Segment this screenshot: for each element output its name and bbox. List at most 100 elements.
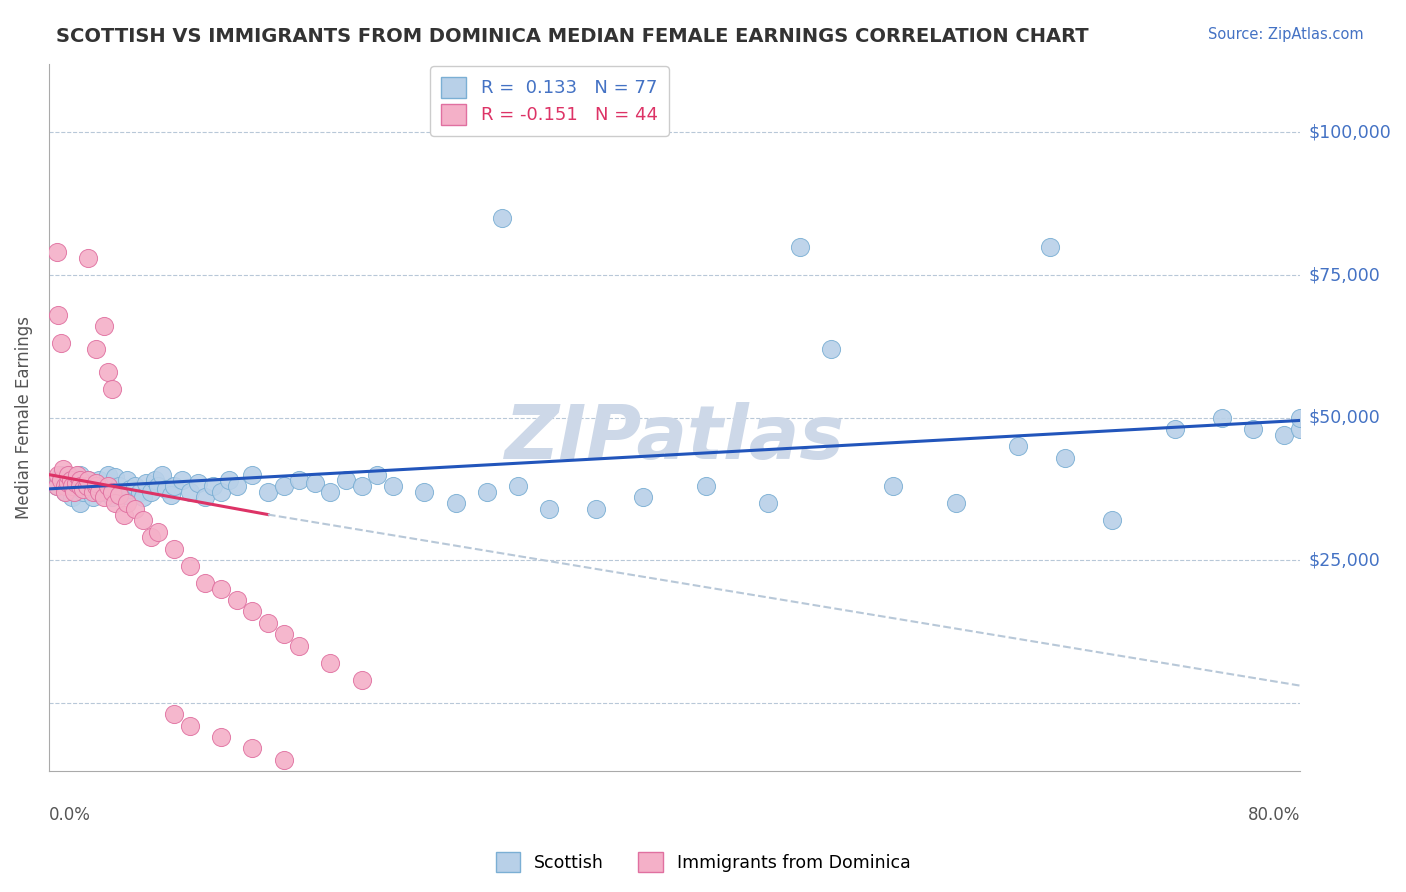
Immigrants from Dominica [69,479,91,493]
Immigrants from Dominica [45,245,67,260]
Scottish [115,473,138,487]
Scottish [179,484,201,499]
Immigrants from Dominica [93,491,115,505]
Scottish [84,476,107,491]
Immigrants from Dominica [240,605,263,619]
Scottish [194,491,217,505]
Text: 0.0%: 0.0% [49,806,91,824]
Text: ZIPatlas: ZIPatlas [505,402,845,475]
Scottish [53,484,76,499]
Scottish [112,487,135,501]
Scottish [350,479,373,493]
Scottish [82,491,104,505]
Scottish [87,473,110,487]
Scottish [56,473,79,487]
Scottish [104,470,127,484]
Scottish [491,211,513,225]
Scottish [163,479,186,493]
Immigrants from Dominica [163,707,186,722]
Immigrants from Dominica [72,482,94,496]
Scottish [225,479,247,493]
Scottish [335,473,357,487]
Scottish [288,473,311,487]
Immigrants from Dominica [59,473,82,487]
Immigrants from Dominica [82,484,104,499]
Immigrants from Dominica [52,462,75,476]
Scottish [1164,422,1187,436]
Scottish [143,473,166,487]
Scottish [160,487,183,501]
Immigrants from Dominica [124,501,146,516]
Scottish [413,484,436,499]
Scottish [139,484,162,499]
Scottish [1101,513,1123,527]
Immigrants from Dominica [139,530,162,544]
Immigrants from Dominica [100,382,122,396]
Scottish [202,479,225,493]
Scottish [84,484,107,499]
Scottish [69,496,91,510]
Immigrants from Dominica [48,308,70,322]
Scottish [186,476,208,491]
Scottish [97,467,120,482]
Scottish [150,467,173,482]
Scottish [1211,410,1233,425]
Scottish [1054,450,1077,465]
Immigrants from Dominica [93,319,115,334]
Immigrants from Dominica [273,627,295,641]
Scottish [132,491,155,505]
Immigrants from Dominica [112,508,135,522]
Scottish [273,479,295,493]
Text: $50,000: $50,000 [1308,409,1381,426]
Scottish [100,491,122,505]
Scottish [304,476,326,491]
Scottish [93,479,115,493]
Immigrants from Dominica [319,656,342,670]
Immigrants from Dominica [132,513,155,527]
Immigrants from Dominica [65,476,87,491]
Immigrants from Dominica [84,476,107,491]
Scottish [128,484,150,499]
Legend: Scottish, Immigrants from Dominica: Scottish, Immigrants from Dominica [489,845,917,879]
Immigrants from Dominica [51,336,73,351]
Immigrants from Dominica [179,558,201,573]
Text: $25,000: $25,000 [1308,551,1381,569]
Legend: R =  0.133   N = 77, R = -0.151   N = 44: R = 0.133 N = 77, R = -0.151 N = 44 [430,66,668,136]
Immigrants from Dominica [163,541,186,556]
Immigrants from Dominica [209,582,232,596]
Immigrants from Dominica [56,467,79,482]
Immigrants from Dominica [56,476,79,491]
Scottish [77,473,100,487]
Text: $75,000: $75,000 [1308,266,1381,284]
Scottish [155,482,177,496]
Scottish [135,476,157,491]
Text: $100,000: $100,000 [1308,123,1391,142]
Scottish [170,473,193,487]
Scottish [62,479,84,493]
Immigrants from Dominica [108,487,131,501]
Scottish [945,496,967,510]
Scottish [475,484,498,499]
Immigrants from Dominica [48,467,70,482]
Immigrants from Dominica [63,484,86,499]
Scottish [1289,410,1312,425]
Immigrants from Dominica [69,473,91,487]
Y-axis label: Median Female Earnings: Median Female Earnings [15,316,32,519]
Immigrants from Dominica [104,496,127,510]
Scottish [66,484,89,499]
Immigrants from Dominica [45,479,67,493]
Scottish [382,479,405,493]
Immigrants from Dominica [53,484,76,499]
Immigrants from Dominica [84,479,107,493]
Immigrants from Dominica [62,479,84,493]
Scottish [257,484,280,499]
Immigrants from Dominica [288,639,311,653]
Immigrants from Dominica [179,718,201,732]
Immigrants from Dominica [97,365,120,379]
Immigrants from Dominica [87,484,110,499]
Scottish [444,496,467,510]
Immigrants from Dominica [240,741,263,756]
Scottish [218,473,240,487]
Immigrants from Dominica [76,479,98,493]
Scottish [108,484,131,499]
